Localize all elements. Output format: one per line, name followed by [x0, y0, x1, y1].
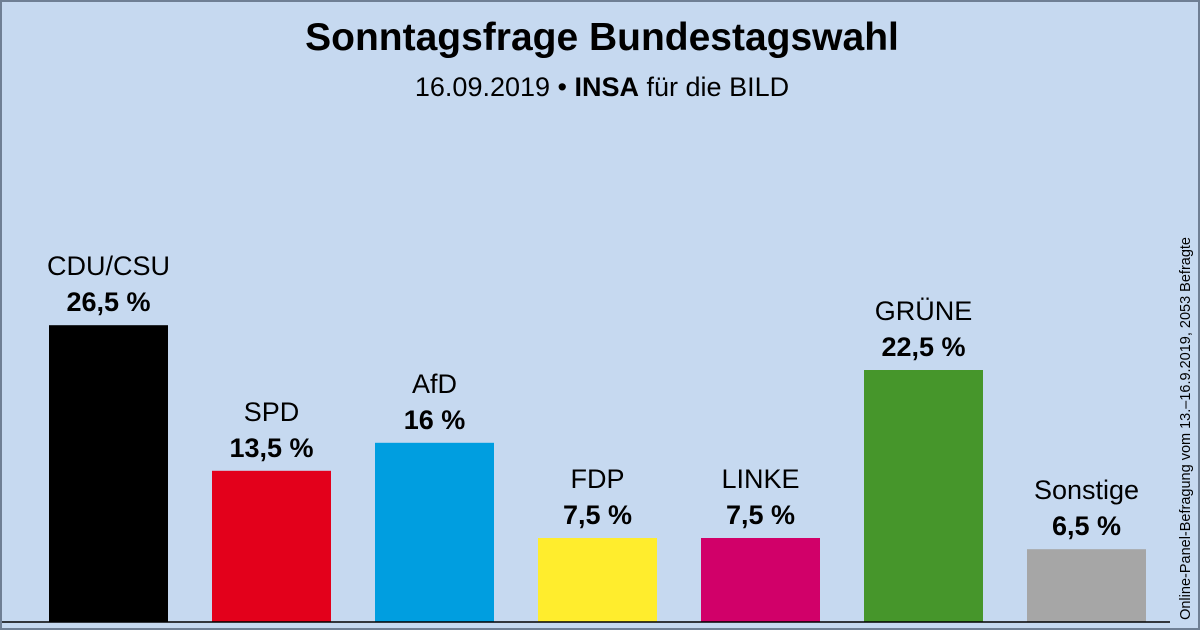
bar-4	[701, 538, 820, 622]
chart-subtitle: 16.09.2019 • INSA für die BILD	[2, 72, 1198, 103]
bar-3	[538, 538, 657, 622]
bar-6	[1027, 549, 1146, 622]
category-label-0: CDU/CSU	[47, 251, 170, 281]
bar-5	[864, 370, 983, 622]
category-label-1: SPD	[244, 397, 300, 427]
chart-title: Sonntagsfrage Bundestagswahl	[305, 16, 899, 59]
value-label-1: 13,5 %	[229, 433, 313, 463]
value-label-2: 16 %	[404, 405, 466, 435]
subtitle-institute: INSA	[574, 72, 640, 102]
category-label-6: Sonstige	[1034, 475, 1139, 505]
bar-2	[375, 442, 494, 622]
source-note: Online-Panel-Befragung vom 13.–16.9.2019…	[1178, 237, 1194, 620]
bar-0	[49, 325, 168, 622]
value-label-0: 26,5 %	[66, 287, 150, 317]
category-label-2: AfD	[412, 369, 457, 399]
value-label-5: 22,5 %	[881, 332, 965, 362]
value-label-4: 7,5 %	[726, 500, 795, 530]
category-label-5: GRÜNE	[875, 296, 973, 326]
bars-layer: 26,5 % CDU/CSU 13,5 % SPD 16 % AfD 7,5 % FDP 7,5…	[47, 251, 1146, 622]
category-label-3: FDP	[571, 464, 625, 494]
value-label-3: 7,5 %	[563, 500, 632, 530]
subtitle-client: für die BILD	[646, 72, 790, 102]
bar-1	[212, 470, 331, 622]
value-label-6: 6,5 %	[1052, 511, 1121, 541]
subtitle-date: 16.09.2019 •	[414, 72, 567, 102]
category-label-4: LINKE	[721, 464, 799, 494]
